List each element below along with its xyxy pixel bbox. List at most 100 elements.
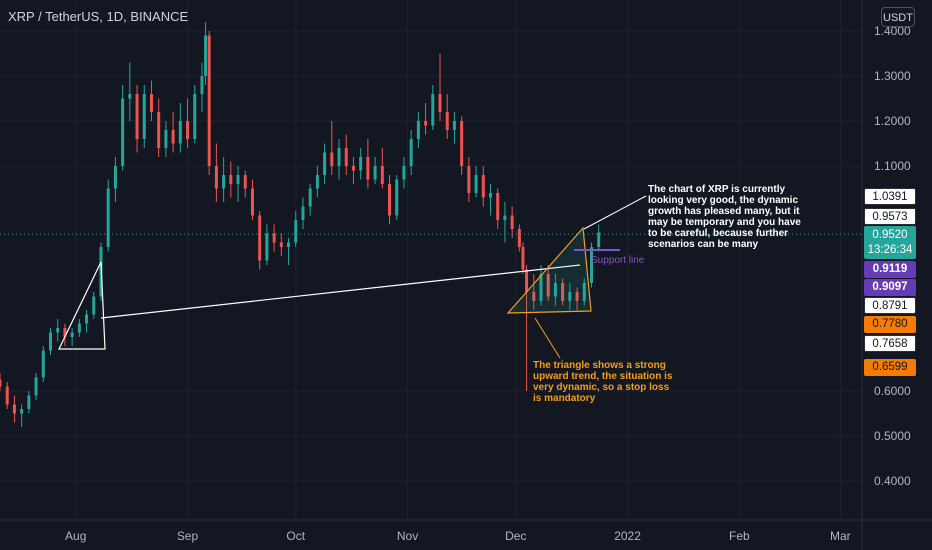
candle	[474, 166, 478, 198]
candle	[373, 157, 377, 184]
currency-button[interactable]: USDT	[881, 7, 915, 27]
current-price-tag: 0.9520 13:26:34	[864, 226, 916, 259]
y-tick-label: 0.6000	[874, 384, 911, 398]
candle	[388, 175, 392, 225]
candle	[452, 112, 456, 144]
candle	[424, 103, 428, 135]
candle-body	[258, 215, 262, 261]
annotation-text-orange[interactable]: The triangle shows a strong upward trend…	[533, 360, 673, 404]
candle-body	[474, 175, 478, 193]
candle	[34, 373, 38, 400]
candle-body	[63, 328, 67, 337]
y-tick-label: 0.5000	[874, 429, 911, 443]
candle-body	[539, 274, 543, 301]
candle-body	[265, 233, 269, 261]
x-tick-label: Nov	[397, 529, 418, 543]
trend-line[interactable]	[100, 264, 581, 319]
candle-body	[467, 166, 471, 193]
candle-body	[575, 292, 579, 301]
candle-body	[460, 121, 464, 166]
price-tag: 0.7780	[864, 316, 916, 333]
candle-body	[424, 121, 428, 126]
candle-body	[171, 130, 175, 144]
candle	[337, 139, 341, 180]
candle-body	[48, 332, 52, 351]
candle	[178, 103, 182, 153]
candle-body	[445, 112, 449, 130]
candle-body	[510, 215, 514, 229]
candle	[553, 274, 557, 306]
candle	[92, 292, 96, 319]
candle-body	[34, 377, 38, 396]
candle-body	[243, 175, 247, 189]
x-tick-label: 2022	[614, 529, 641, 543]
candle-body	[20, 409, 24, 414]
candle-body	[70, 332, 74, 337]
candle	[214, 143, 218, 202]
candle-body	[301, 206, 305, 220]
price-tag: 0.8791	[864, 297, 916, 314]
candle-body	[517, 229, 521, 247]
price-tag: 0.9119	[864, 261, 916, 278]
current-price: 0.9520	[872, 229, 908, 241]
candle	[568, 283, 572, 310]
candle	[438, 53, 442, 121]
candle-body	[416, 121, 420, 139]
candle	[171, 112, 175, 153]
candle-body	[330, 152, 334, 166]
price-tag: 1.0391	[864, 188, 916, 205]
candle	[517, 224, 521, 252]
candle-body	[452, 121, 456, 130]
candle-body	[337, 148, 341, 166]
candle	[416, 112, 420, 148]
price-tag: 0.9097	[864, 279, 916, 296]
candle-body	[395, 179, 399, 216]
candle	[258, 211, 262, 270]
symbol-title[interactable]: XRP / TetherUS, 1D, BINANCE	[8, 9, 189, 24]
annotation-connector	[583, 195, 647, 230]
candle	[142, 85, 146, 148]
candle-body	[294, 220, 298, 243]
candle-body	[229, 175, 233, 184]
candle	[63, 323, 67, 346]
candle-body	[481, 175, 485, 198]
candle-body	[409, 139, 413, 166]
candle-body	[12, 404, 16, 414]
candle-body	[77, 323, 81, 333]
candle-body	[85, 314, 89, 324]
candle	[539, 265, 543, 306]
candle	[489, 184, 493, 216]
candle-body	[178, 121, 182, 144]
candle	[20, 404, 24, 427]
support-line-label: Support line	[591, 255, 645, 266]
candle	[149, 80, 153, 121]
y-tick-label: 1.3000	[874, 69, 911, 83]
candle-body	[366, 157, 370, 180]
orange-triangle-drawing[interactable]	[506, 226, 592, 314]
candle-body	[0, 379, 2, 387]
candles	[0, 22, 601, 427]
candle-body	[344, 148, 348, 166]
candle-body	[272, 233, 276, 243]
candle	[395, 175, 399, 220]
candle	[344, 134, 348, 175]
y-tick-label: 0.4000	[874, 474, 911, 488]
candle-body	[597, 232, 601, 247]
white-triangle-drawing[interactable]	[58, 261, 106, 350]
candle	[366, 139, 370, 189]
y-tick-label: 1.4000	[874, 24, 911, 38]
candle-body	[489, 193, 493, 198]
candle-body	[561, 283, 565, 301]
candle	[186, 98, 190, 148]
candle-body	[373, 166, 377, 180]
candle	[301, 197, 305, 229]
candle-body	[521, 247, 525, 270]
candle	[496, 188, 500, 229]
candle	[279, 233, 283, 256]
candle	[0, 373, 2, 391]
candle-body	[402, 166, 406, 180]
annotation-text[interactable]: The chart of XRP is currently looking ve…	[648, 184, 801, 250]
candle	[113, 157, 117, 202]
